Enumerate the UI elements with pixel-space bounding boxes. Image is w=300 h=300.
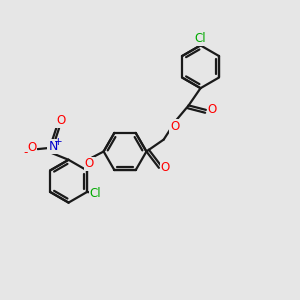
Text: O: O <box>208 103 217 116</box>
Text: O: O <box>161 161 170 174</box>
Text: -: - <box>24 146 28 159</box>
Text: +: + <box>54 137 63 147</box>
Text: O: O <box>56 114 65 127</box>
Text: O: O <box>85 158 94 170</box>
Text: N: N <box>48 140 58 153</box>
Text: Cl: Cl <box>195 32 206 45</box>
Text: O: O <box>170 120 179 133</box>
Text: O: O <box>27 141 36 154</box>
Text: Cl: Cl <box>90 187 101 200</box>
